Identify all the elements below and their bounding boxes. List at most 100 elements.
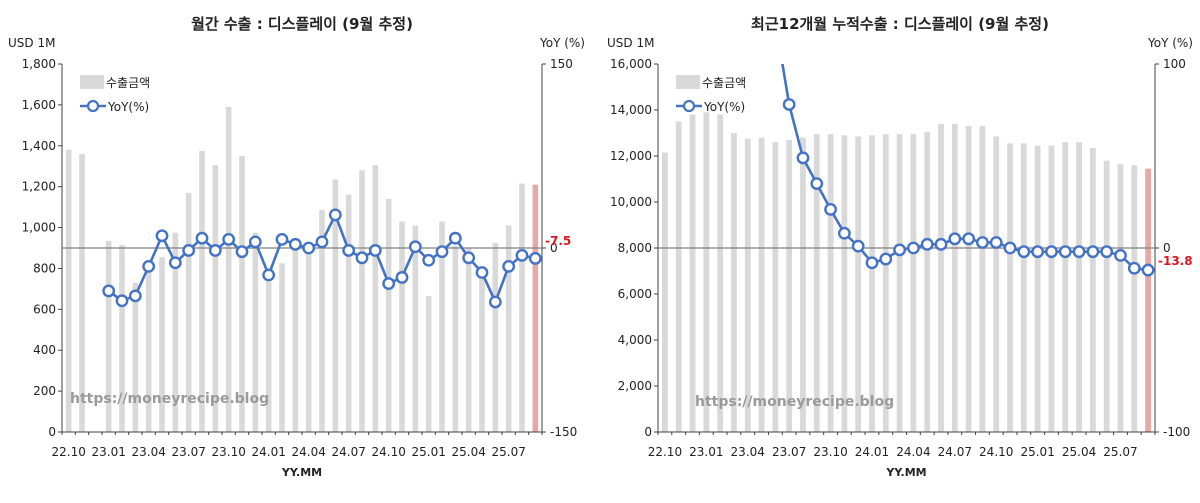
x-tick-label: 23.10: [211, 445, 245, 459]
x-tick-label: 23.04: [131, 445, 165, 459]
bar: [855, 136, 862, 432]
bar: [265, 281, 272, 432]
left-tick-label: 10,000: [610, 195, 652, 209]
bar: [359, 170, 365, 432]
x-axis-label: YY.MM: [281, 466, 322, 479]
bar: [1117, 164, 1124, 433]
bar: [319, 210, 325, 432]
bar: [185, 192, 192, 432]
bar: [105, 240, 112, 432]
yoy-point: [342, 244, 356, 257]
bar: [813, 134, 820, 432]
yoy-point: [382, 277, 396, 290]
bar: [1020, 143, 1027, 432]
yoy-point: [462, 251, 476, 265]
x-tick-label: 24.04: [896, 445, 930, 459]
x-tick-label: 23.07: [772, 445, 806, 459]
left-tick-label: 800: [33, 261, 56, 275]
x-tick-label: 24.07: [938, 445, 972, 459]
x-tick-label: 22.10: [51, 445, 85, 459]
bar: [910, 134, 917, 432]
bar: [1131, 165, 1138, 432]
bar: [199, 150, 205, 432]
x-tick-label: 22.10: [648, 445, 682, 459]
yoy-point: [1114, 248, 1127, 262]
left-tick-label: 1,400: [22, 139, 56, 153]
bar: [882, 134, 889, 432]
bar: [332, 179, 339, 432]
bar: [505, 225, 512, 432]
yoy-point: [448, 231, 462, 245]
x-tick-label: 24.04: [291, 445, 325, 459]
yoy-point: [395, 271, 409, 284]
right-tick-label: -100: [1163, 425, 1190, 439]
bar: [399, 221, 405, 432]
bar: [119, 244, 125, 432]
yoy-point: [435, 245, 449, 259]
bar: [439, 221, 445, 432]
bar: [731, 133, 737, 432]
yoy-point: [488, 295, 502, 309]
bar: [951, 123, 958, 433]
bar: [145, 262, 152, 432]
yoy-point: [115, 294, 129, 308]
right-tick-label: 0: [1163, 241, 1171, 255]
bar: [159, 257, 165, 432]
bar: [465, 248, 472, 432]
bar: [452, 245, 459, 432]
right-tick-label: 150: [550, 57, 573, 71]
yoy-point: [989, 236, 1003, 249]
yoy-point: [408, 240, 422, 254]
x-tick-label: 23.01: [91, 445, 125, 459]
yoy-point: [907, 241, 920, 255]
yoy-point: [1127, 261, 1141, 275]
left-tick-label: 14,000: [610, 103, 652, 117]
bar: [869, 135, 875, 433]
yoy-point: [182, 244, 196, 257]
yoy-point: [879, 252, 893, 266]
x-tick-label: 23.04: [731, 445, 765, 459]
yoy-point: [1031, 245, 1045, 259]
bar: [279, 263, 285, 432]
yoy-point: [222, 233, 236, 246]
x-tick-label: 24.10: [979, 445, 1013, 459]
bar: [938, 123, 944, 433]
left-tick-label: 400: [33, 343, 56, 357]
legend-line-marker: [86, 99, 100, 113]
legend-bar-label: 수출금액: [702, 76, 746, 90]
bar-estimate: [1145, 168, 1151, 432]
yoy-point: [235, 245, 249, 259]
yoy-point: [302, 241, 316, 255]
right-tick-label: 0: [550, 241, 558, 255]
right-axis-unit: YoY (%): [1147, 36, 1193, 50]
bar: [372, 165, 379, 432]
bar: [479, 270, 485, 432]
watermark-text: https://moneyrecipe.blog: [70, 391, 269, 407]
yoy-point: [893, 243, 906, 257]
bar: [1062, 142, 1069, 432]
left-tick-label: 16,000: [610, 57, 652, 71]
bar: [519, 183, 525, 432]
legend-bar-swatch: [676, 75, 700, 89]
bar: [212, 165, 219, 432]
left-tick-label: 6,000: [618, 287, 652, 301]
left-tick-label: 2,000: [618, 379, 652, 393]
yoy-point: [851, 239, 865, 253]
yoy-point: [168, 256, 182, 270]
bar: [79, 153, 85, 432]
bar: [225, 106, 232, 433]
bar: [239, 156, 245, 432]
bar: [703, 112, 710, 433]
left-tick-label: 1,600: [22, 98, 56, 112]
bar: [675, 121, 682, 432]
yoy-point: [782, 98, 796, 111]
x-tick-label: 24.01: [251, 445, 285, 459]
x-tick-label: 25.07: [491, 445, 525, 459]
yoy-point: [837, 226, 851, 240]
bar: [305, 244, 312, 432]
left-tick-label: 0: [644, 425, 652, 439]
x-tick-label: 25.01: [411, 445, 445, 459]
bar: [425, 296, 432, 432]
